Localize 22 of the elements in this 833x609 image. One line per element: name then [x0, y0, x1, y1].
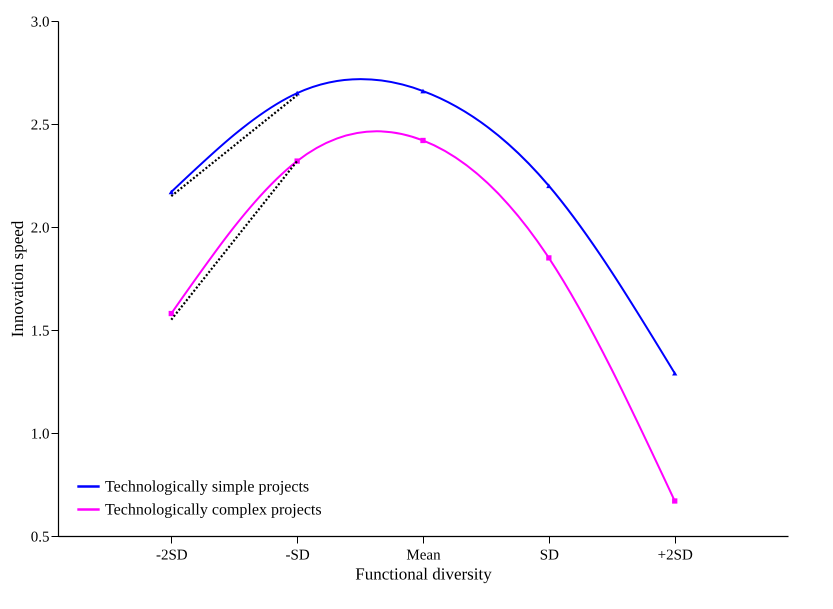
- point: [168, 190, 174, 194]
- point: [672, 498, 678, 504]
- legend-label: Technologically simple projects: [105, 478, 310, 496]
- y-tick-label: 1.5: [30, 324, 50, 340]
- point: [546, 255, 552, 261]
- legend-label: Technologically complex projects: [105, 502, 322, 518]
- y-tick-label: 0.5: [30, 530, 50, 546]
- y-tick-label: 2.0: [30, 220, 50, 236]
- x-tick-label: SD: [540, 548, 560, 564]
- x-tick-label: Mean: [406, 548, 442, 564]
- x-axis-title: Functional diversity: [355, 564, 492, 584]
- y-tick-label: 3.0: [30, 14, 50, 30]
- point: [294, 90, 300, 96]
- y-tick-label: 1.0: [30, 426, 50, 442]
- x-tick-label: -SD: [286, 548, 310, 564]
- x-tick-label: -2SD: [156, 548, 188, 564]
- x-tick-label: +2SD: [658, 548, 693, 564]
- point: [672, 370, 678, 376]
- y-tick-label: 2.5: [30, 118, 50, 134]
- y-axis-title: Innovation speed: [8, 220, 27, 338]
- point: [168, 310, 174, 316]
- point: [420, 88, 426, 94]
